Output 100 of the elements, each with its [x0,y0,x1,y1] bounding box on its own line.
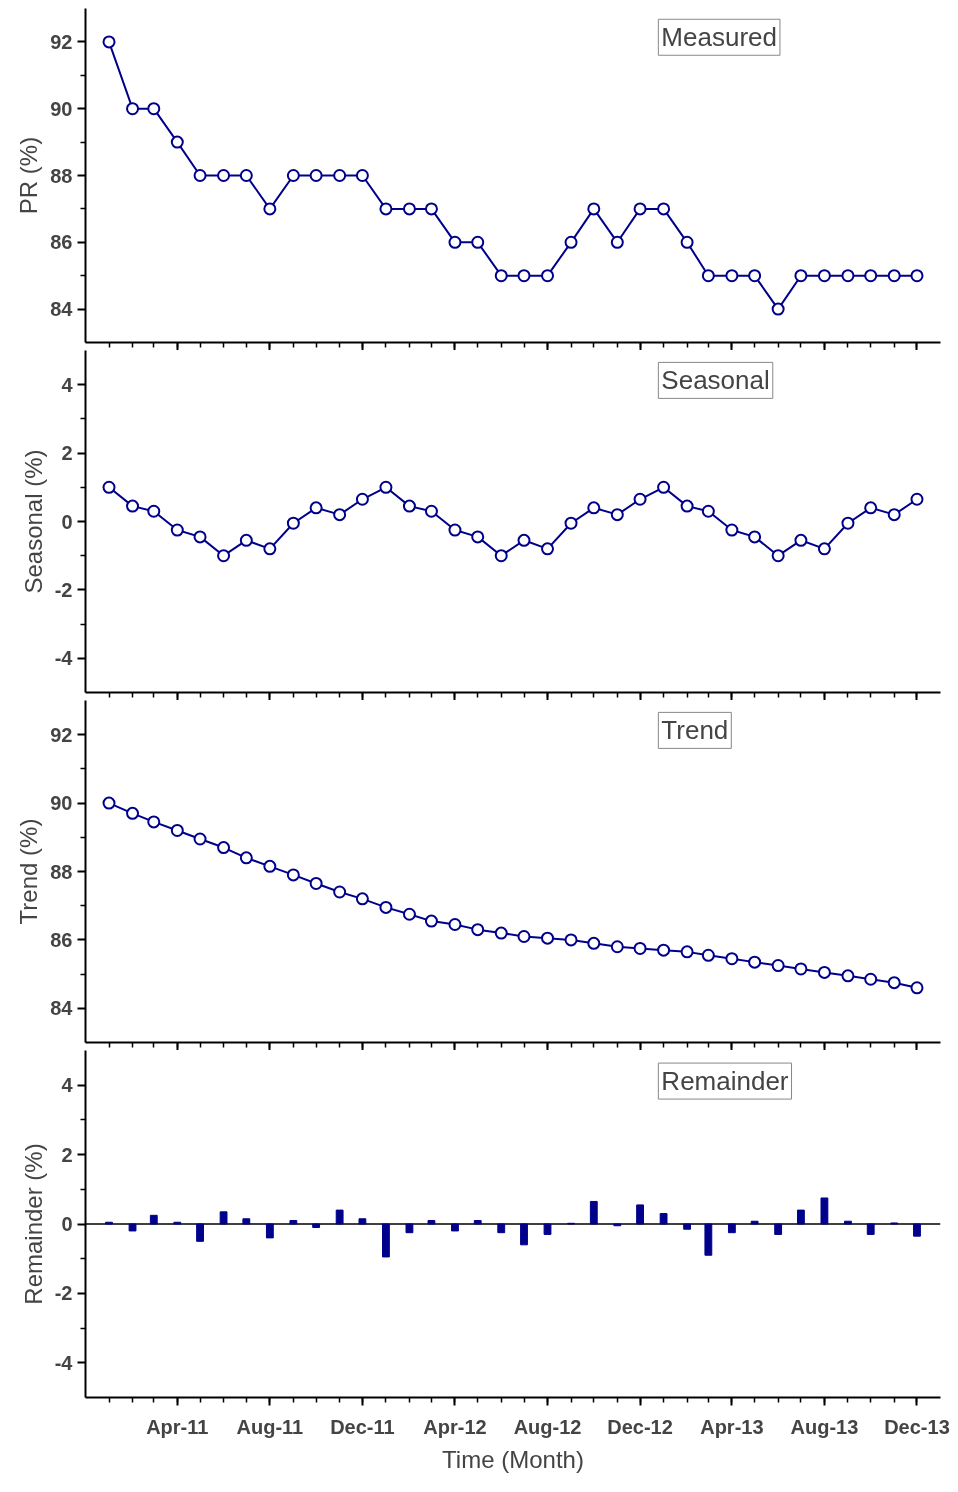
point [471,530,485,544]
bar [866,1223,875,1235]
point [541,542,555,556]
point [841,516,855,530]
y-tick-label: 92 [50,30,73,53]
bar [242,1218,251,1225]
point [471,235,485,249]
point [910,492,924,506]
point [657,480,671,494]
annotation: Trend [661,715,729,746]
point [193,530,207,544]
y-tick-label: -4 [54,647,74,670]
point [448,918,462,931]
point [102,35,116,49]
point [379,202,393,216]
bar [683,1223,692,1230]
point [424,202,438,216]
point [817,542,831,556]
point [309,169,323,182]
point [680,499,694,513]
bar [636,1204,644,1225]
bar [913,1223,921,1237]
point [771,959,785,973]
x-tick-label: Aug-13 [790,1415,859,1438]
point [217,549,231,563]
point [263,202,277,216]
point [910,269,924,283]
point [680,235,694,249]
bar [427,1220,436,1225]
y-tick-label: 88 [50,164,73,187]
bar [149,1214,158,1225]
bar [473,1220,482,1225]
bar [820,1197,829,1225]
bar [335,1209,344,1225]
y-axis-title: Remainder (%) [19,1143,47,1305]
point [657,943,671,957]
bar [589,1200,598,1225]
point [286,516,300,530]
x-tick-label: Apr-13 [700,1415,764,1438]
point [402,499,416,513]
point [448,235,462,249]
point [355,492,369,506]
point [841,969,855,983]
y-tick-label: 84 [50,997,74,1020]
point [147,815,161,829]
point [517,533,531,547]
bar [520,1223,528,1246]
bar [382,1223,390,1258]
point [680,945,694,959]
point [193,169,207,182]
point [217,841,231,855]
x-tick-label: Apr-12 [423,1415,487,1438]
bar [265,1223,274,1239]
point [633,941,647,955]
point [701,948,715,962]
point [263,542,277,556]
x-axis-title: Time (Month) [442,1445,584,1473]
point [494,549,508,563]
point [402,907,416,921]
point [217,169,231,182]
point [771,302,785,316]
y-axis-title: PR (%) [15,136,43,215]
bar [405,1223,414,1234]
y-tick-label: 0 [61,1213,73,1235]
point [193,832,207,846]
x-tick-label: Dec-12 [607,1415,673,1438]
point [657,202,671,216]
x-tick-label: Dec-11 [330,1415,395,1438]
point [864,269,878,283]
point [333,169,347,182]
x-tick-label: Apr-11 [146,1415,209,1438]
point [286,169,300,182]
point [147,504,161,518]
point [794,962,808,976]
point [887,269,901,283]
point [587,501,601,515]
point [494,926,508,940]
point [610,508,624,522]
point [471,923,485,937]
point [379,900,393,914]
annotation: Seasonal [661,365,770,396]
point [239,169,253,182]
point [424,914,438,928]
bar [704,1223,713,1256]
y-tick-label: 86 [50,928,73,951]
point [725,952,739,966]
point [541,269,555,283]
point [910,981,924,995]
point [794,269,808,283]
bar [543,1223,552,1235]
bar [358,1218,367,1225]
y-tick-label: 0 [61,510,73,533]
y-tick-label: 88 [50,860,73,883]
point [725,523,739,537]
point [239,533,253,547]
point [564,933,578,947]
y-tick-label: 86 [50,231,73,254]
bar [451,1223,459,1232]
point [102,480,116,494]
point [564,235,578,249]
